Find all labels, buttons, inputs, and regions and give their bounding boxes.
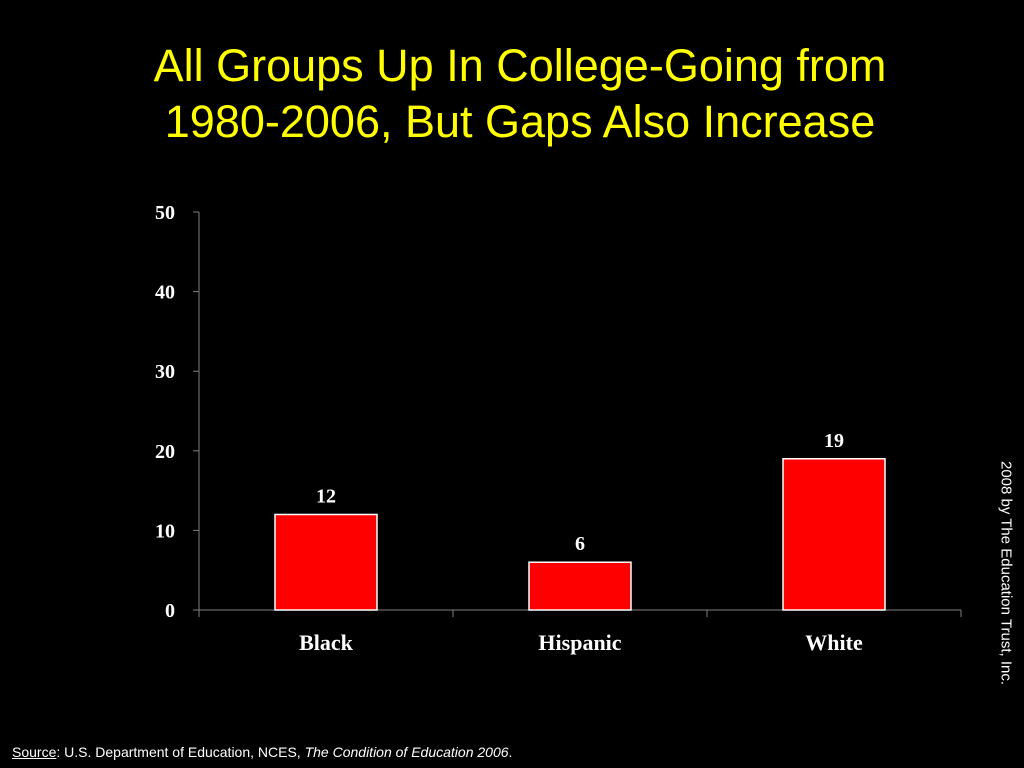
y-tick-label: 50 bbox=[155, 202, 175, 224]
copyright-text: 2008 by The Education Trust, Inc. bbox=[997, 460, 1015, 686]
source-citation: Source: U.S. Department of Education, NC… bbox=[12, 744, 512, 760]
data-label: 6 bbox=[575, 533, 585, 555]
y-tick-label: 10 bbox=[155, 520, 175, 542]
y-tick-label: 30 bbox=[155, 361, 175, 383]
x-tick-label: Hispanic bbox=[538, 630, 621, 655]
source-text: : U.S. Department of Education, NCES, bbox=[56, 744, 305, 760]
source-end: . bbox=[508, 744, 513, 760]
data-label: 12 bbox=[316, 485, 336, 507]
y-tick-label: 20 bbox=[155, 441, 175, 463]
data-label: 19 bbox=[824, 430, 844, 452]
bar bbox=[528, 561, 632, 611]
slide-title-line-2: 1980-2006, But Gaps Also Increase bbox=[164, 96, 876, 147]
x-tick-label: Black bbox=[299, 630, 354, 655]
slide-title-line-1: All Groups Up In College-Going from bbox=[153, 40, 887, 91]
y-tick-label: 40 bbox=[155, 282, 175, 304]
bar bbox=[274, 513, 378, 611]
y-tick-label: 0 bbox=[165, 600, 175, 622]
source-label: Source bbox=[12, 744, 57, 760]
x-tick-label: White bbox=[805, 630, 863, 655]
slide-title: All Groups Up In College-Going from 1980… bbox=[60, 38, 980, 150]
source-publication: The Condition of Education 2006 bbox=[304, 744, 509, 760]
bar bbox=[782, 458, 886, 611]
